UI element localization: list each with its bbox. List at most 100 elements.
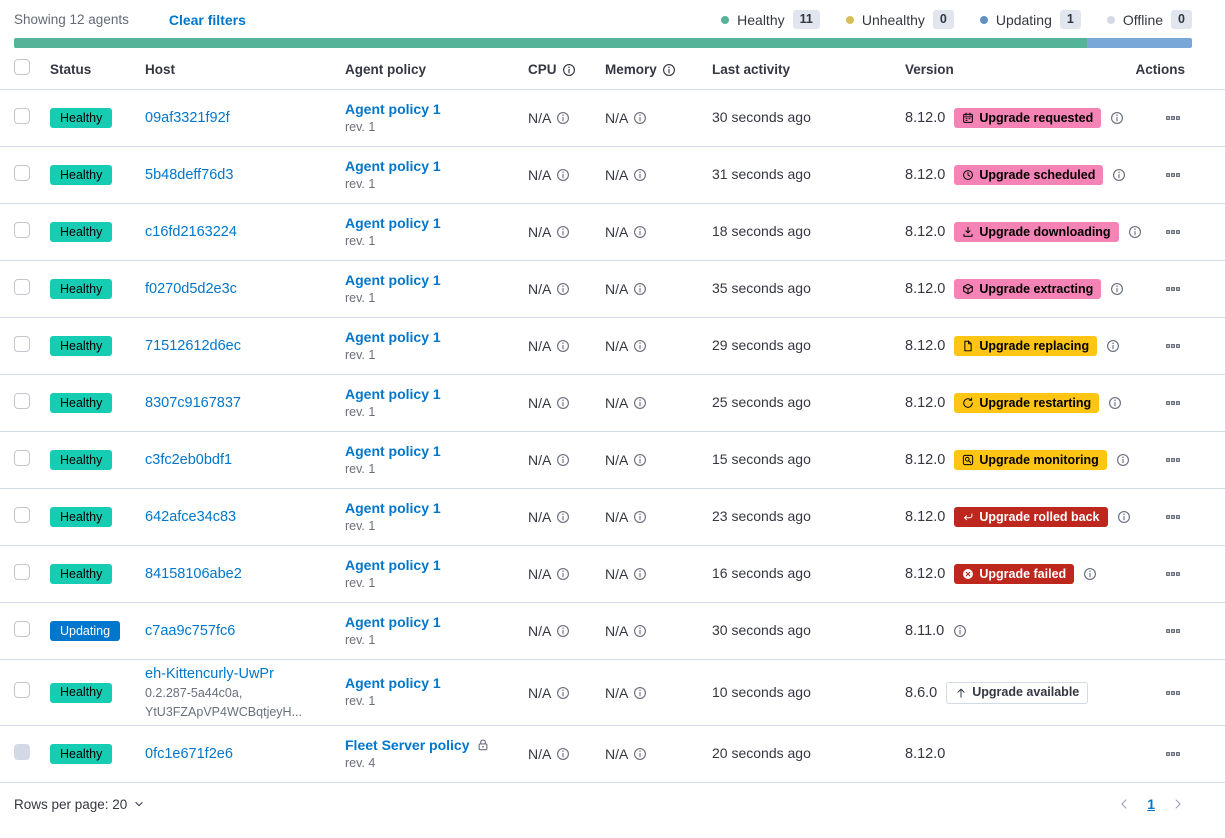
agent-host-link[interactable]: 5b48deff76d3 [145,167,234,183]
row-actions-button[interactable] [1161,277,1185,301]
upgrade-details-info-icon[interactable] [1117,510,1131,524]
memory-value-info-icon[interactable] [633,396,647,410]
upgrade-details-info-icon[interactable] [1128,225,1142,239]
memory-value-info-icon[interactable] [633,225,647,239]
upgrade-details-info-icon[interactable] [1110,282,1124,296]
cpu-value-info-icon[interactable] [556,282,570,296]
cpu-value-info-icon[interactable] [556,453,570,467]
row-checkbox[interactable] [14,392,30,409]
agent-policy-link[interactable]: Fleet Server policy [345,736,470,753]
row-actions-button[interactable] [1161,619,1185,643]
cpu-value-info-icon[interactable] [556,510,570,524]
boxes-horizontal-icon [1166,458,1180,463]
row-checkbox[interactable] [14,107,30,124]
rows-per-page-control[interactable]: Rows per page: 20 [14,797,145,812]
select-all-checkbox[interactable] [14,59,30,75]
memory-value-info-icon[interactable] [633,624,647,638]
agent-policy-link[interactable]: Agent policy 1 [345,100,441,117]
row-actions-button[interactable] [1161,681,1185,705]
agent-policy-link[interactable]: Agent policy 1 [345,271,441,288]
upgrade-details-info-icon[interactable] [1083,567,1097,581]
row-actions-button[interactable] [1161,220,1185,244]
agent-host-link[interactable]: 8307c9167837 [145,395,241,411]
memory-value-info-icon[interactable] [633,339,647,353]
memory-value: N/A [605,281,629,297]
cpu-value-info-icon[interactable] [556,168,570,182]
row-checkbox[interactable] [14,563,30,580]
agent-list-topbar: Showing 12 agents Clear filters Healthy 1… [0,0,1225,38]
previous-page-button[interactable] [1117,797,1131,811]
agent-policy-link[interactable]: Agent policy 1 [345,328,441,345]
memory-info-icon[interactable] [662,63,676,77]
info-icon [634,283,647,295]
page-1-button[interactable]: 1 [1147,796,1155,812]
row-actions-button[interactable] [1161,742,1185,766]
agent-policy-link[interactable]: Agent policy 1 [345,385,441,402]
cpu-value-info-icon[interactable] [556,747,570,761]
memory-value-info-icon[interactable] [633,747,647,761]
next-page-button[interactable] [1171,797,1185,811]
memory-value-info-icon[interactable] [633,282,647,296]
last-activity-value: 25 seconds ago [712,394,811,410]
agent-version: 8.12.0 [905,746,946,762]
row-actions-button[interactable] [1161,106,1185,130]
row-checkbox[interactable] [14,221,30,238]
cpu-info-icon[interactable] [562,63,576,77]
agent-host-link[interactable]: 642afce34c83 [145,509,237,525]
agent-policy-link[interactable]: Agent policy 1 [345,442,441,459]
memory-value-info-icon[interactable] [633,111,647,125]
agent-host-link[interactable]: 09af3321f92f [145,110,230,126]
row-checkbox[interactable] [14,164,30,181]
row-actions-button[interactable] [1161,505,1185,529]
row-actions-button[interactable] [1161,562,1185,586]
policy-revision: rev. 1 [345,694,376,709]
agent-policy-link[interactable]: Agent policy 1 [345,499,441,516]
upgrade-status-label: Upgrade failed [979,566,1067,581]
row-actions-button[interactable] [1161,163,1185,187]
legend-count-badge: 1 [1059,10,1081,29]
upgrade-details-info-icon[interactable] [1108,396,1122,410]
row-actions-button[interactable] [1161,448,1185,472]
upgrade-details-info-icon[interactable] [1106,339,1120,353]
cpu-value-info-icon[interactable] [556,567,570,581]
upgrade-details-info-icon[interactable] [953,624,967,638]
agent-policy-link[interactable]: Agent policy 1 [345,556,441,573]
memory-value-info-icon[interactable] [633,686,647,700]
agent-host-link[interactable]: 71512612d6ec [145,338,241,354]
cpu-value: N/A [528,566,552,582]
cpu-value-info-icon[interactable] [556,624,570,638]
agent-policy-link[interactable]: Agent policy 1 [345,157,441,174]
agent-host-link[interactable]: 84158106abe2 [145,566,242,582]
upgrade-details-info-icon[interactable] [1116,453,1130,467]
agent-host-link[interactable]: 0fc1e671f2e6 [145,746,233,762]
agent-host-link[interactable]: c16fd2163224 [145,224,237,240]
row-checkbox[interactable] [14,682,30,698]
agent-policy-link[interactable]: Agent policy 1 [345,675,441,692]
row-checkbox[interactable] [14,335,30,352]
agent-host-link[interactable]: eh-Kittencurly-UwPr [145,665,274,682]
memory-value-info-icon[interactable] [633,510,647,524]
cpu-value-info-icon[interactable] [556,339,570,353]
agent-host-link[interactable]: f0270d5d2e3c [145,281,237,297]
agent-policy-link[interactable]: Agent policy 1 [345,613,441,630]
cpu-value-info-icon[interactable] [556,225,570,239]
upgrade-details-info-icon[interactable] [1112,168,1126,182]
row-checkbox[interactable] [14,449,30,466]
memory-value-info-icon[interactable] [633,453,647,467]
row-checkbox[interactable] [14,506,30,523]
cpu-value-info-icon[interactable] [556,396,570,410]
upgrade-details-info-icon[interactable] [1110,111,1124,125]
memory-value-info-icon[interactable] [633,168,647,182]
row-checkbox[interactable] [14,620,30,637]
cpu-value-info-icon[interactable] [556,111,570,125]
agent-policy-link[interactable]: Agent policy 1 [345,214,441,231]
memory-value-info-icon[interactable] [633,567,647,581]
clear-filters-link[interactable]: Clear filters [168,11,246,28]
row-actions-button[interactable] [1161,334,1185,358]
cpu-value-info-icon[interactable] [556,686,570,700]
row-actions-button[interactable] [1161,391,1185,415]
agent-host-link[interactable]: c7aa9c757fc6 [145,623,236,639]
upgrade-status-badge: Upgrade downloading [954,222,1119,242]
agent-host-link[interactable]: c3fc2eb0bdf1 [145,452,233,468]
row-checkbox[interactable] [14,278,30,295]
